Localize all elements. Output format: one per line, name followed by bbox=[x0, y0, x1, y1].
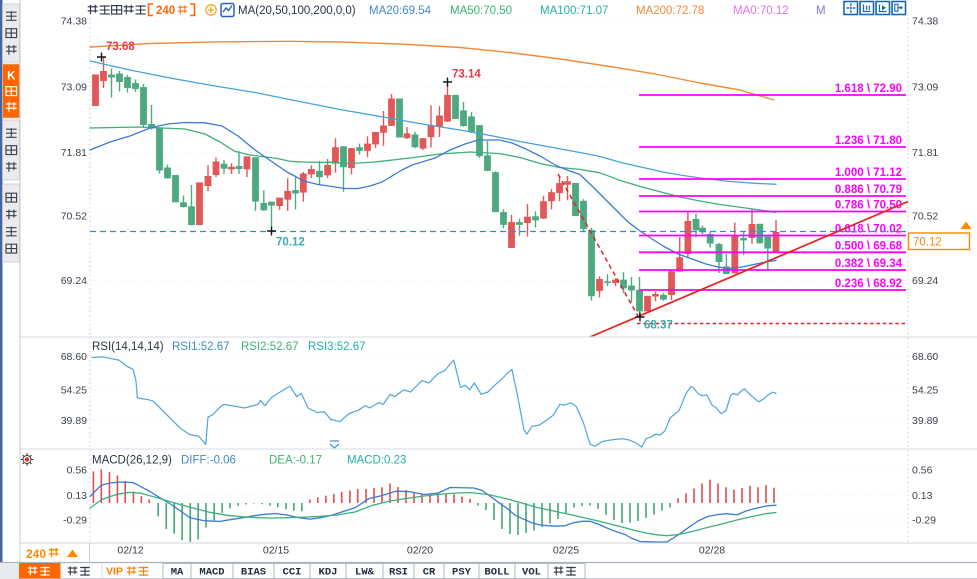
svg-text:02/12: 02/12 bbox=[117, 545, 143, 557]
svg-text:0.382 \ 69.34: 0.382 \ 69.34 bbox=[835, 258, 903, 270]
svg-text:54.25: 54.25 bbox=[912, 385, 938, 397]
svg-text:DIFF:-0.06: DIFF:-0.06 bbox=[181, 455, 236, 467]
svg-text:68.37: 68.37 bbox=[644, 320, 673, 332]
svg-text:68.60: 68.60 bbox=[61, 351, 87, 363]
svg-text:1.236 \ 71.80: 1.236 \ 71.80 bbox=[835, 135, 902, 147]
svg-text:74.38: 74.38 bbox=[912, 16, 938, 28]
svg-text:0.13: 0.13 bbox=[67, 490, 88, 502]
svg-text:K: K bbox=[7, 71, 16, 83]
svg-text:MA: MA bbox=[171, 567, 184, 579]
svg-text:73.09: 73.09 bbox=[912, 82, 938, 94]
svg-text:1.000 \ 71.12: 1.000 \ 71.12 bbox=[835, 167, 902, 179]
svg-text:0.56: 0.56 bbox=[67, 465, 88, 477]
svg-text:PSY: PSY bbox=[452, 567, 472, 579]
svg-text:0.618 \ 70.02: 0.618 \ 70.02 bbox=[835, 224, 902, 236]
svg-text:02/28: 02/28 bbox=[699, 545, 725, 557]
svg-text:73.14: 73.14 bbox=[452, 69, 481, 81]
svg-text:VOL: VOL bbox=[522, 567, 541, 579]
svg-text:MA100:71.07: MA100:71.07 bbox=[540, 5, 608, 17]
svg-text:73.09: 73.09 bbox=[61, 82, 87, 94]
svg-text:0.786 \ 70.50: 0.786 \ 70.50 bbox=[835, 200, 902, 212]
svg-text:02/20: 02/20 bbox=[407, 545, 433, 557]
svg-text:02/25: 02/25 bbox=[553, 545, 579, 557]
svg-text:1.618 \ 72.90: 1.618 \ 72.90 bbox=[835, 83, 902, 95]
svg-text:240: 240 bbox=[26, 547, 46, 561]
svg-text:CCI: CCI bbox=[283, 567, 302, 579]
svg-text:71.81: 71.81 bbox=[61, 147, 87, 159]
svg-text:RSI2:52.67: RSI2:52.67 bbox=[241, 341, 299, 353]
svg-text:39.89: 39.89 bbox=[912, 415, 938, 427]
svg-text:70.52: 70.52 bbox=[61, 211, 87, 223]
svg-text:MA200:72.78: MA200:72.78 bbox=[636, 5, 704, 17]
svg-text:02/15: 02/15 bbox=[263, 545, 289, 557]
svg-text:240: 240 bbox=[156, 5, 175, 17]
svg-text:73.68: 73.68 bbox=[106, 41, 135, 53]
svg-text:70.12: 70.12 bbox=[913, 237, 942, 249]
svg-text:-0.29: -0.29 bbox=[63, 514, 87, 526]
svg-text:0.236 \ 68.92: 0.236 \ 68.92 bbox=[835, 278, 902, 290]
svg-text:MA50:70.50: MA50:70.50 bbox=[450, 5, 512, 17]
svg-text:70.52: 70.52 bbox=[912, 211, 938, 223]
svg-text:MACD: MACD bbox=[199, 567, 224, 579]
svg-text:0.56: 0.56 bbox=[912, 465, 933, 477]
svg-text:0.886 \ 70.79: 0.886 \ 70.79 bbox=[835, 184, 902, 196]
svg-text:CR: CR bbox=[423, 567, 436, 579]
svg-text:0.500 \ 69.68: 0.500 \ 69.68 bbox=[835, 240, 903, 252]
svg-text:-0.29: -0.29 bbox=[912, 514, 936, 526]
svg-text:VIP: VIP bbox=[106, 566, 123, 578]
svg-text:RSI: RSI bbox=[389, 567, 408, 579]
svg-text:71.81: 71.81 bbox=[912, 147, 938, 159]
svg-text:KDJ: KDJ bbox=[319, 567, 338, 579]
svg-text:54.25: 54.25 bbox=[61, 385, 87, 397]
svg-text:RSI(14,14,14): RSI(14,14,14) bbox=[92, 341, 164, 353]
svg-text:LW&: LW& bbox=[355, 567, 375, 579]
svg-text:BOLL: BOLL bbox=[484, 567, 509, 579]
svg-text:69.24: 69.24 bbox=[912, 275, 938, 287]
svg-text:39.89: 39.89 bbox=[61, 415, 87, 427]
svg-text:70.12: 70.12 bbox=[276, 237, 305, 249]
svg-text:MA20:69.54: MA20:69.54 bbox=[369, 5, 432, 17]
svg-text:MACD(26,12,9): MACD(26,12,9) bbox=[92, 455, 172, 467]
svg-text:69.24: 69.24 bbox=[61, 275, 87, 287]
svg-text:DEA:-0.17: DEA:-0.17 bbox=[269, 455, 322, 467]
svg-text:RSI1:52.67: RSI1:52.67 bbox=[172, 341, 230, 353]
svg-text:74.38: 74.38 bbox=[61, 16, 87, 28]
svg-text:MA(20,50,100,200,0,0): MA(20,50,100,200,0,0) bbox=[238, 5, 356, 17]
svg-text:MACD:0.23: MACD:0.23 bbox=[347, 455, 406, 467]
svg-text:RSI3:52.67: RSI3:52.67 bbox=[308, 341, 366, 353]
svg-text:BIAS: BIAS bbox=[241, 567, 266, 579]
svg-text:MA0:70.12: MA0:70.12 bbox=[733, 5, 789, 17]
svg-text:M: M bbox=[816, 5, 826, 17]
svg-text:68.60: 68.60 bbox=[912, 351, 938, 363]
svg-text:0.13: 0.13 bbox=[912, 490, 933, 502]
